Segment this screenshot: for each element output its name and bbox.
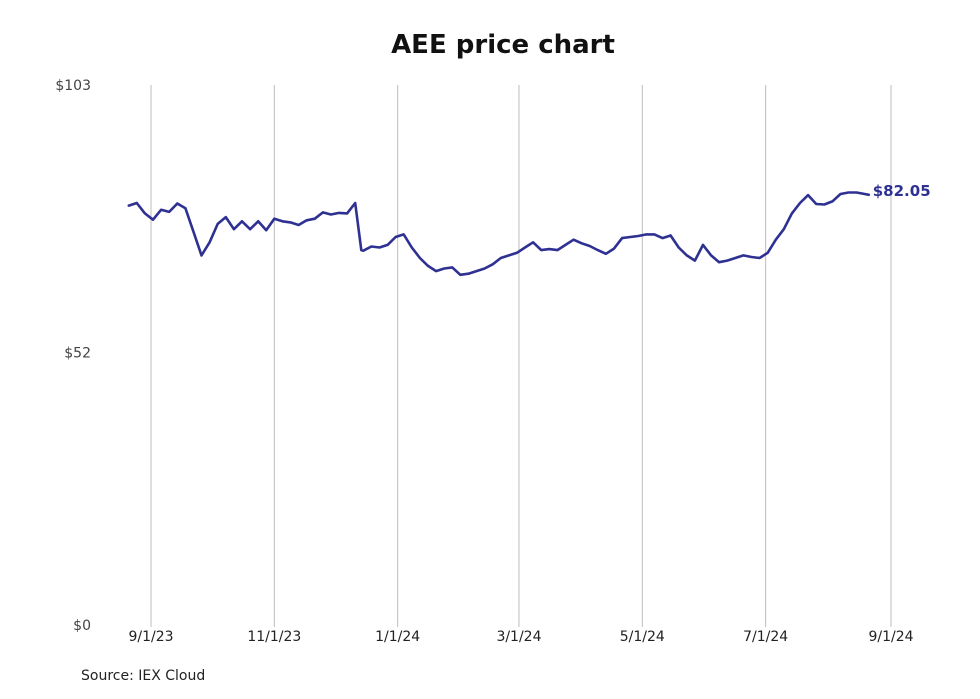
x-tick-label: 5/1/24 [620, 629, 665, 645]
y-tick-label: $0 [73, 618, 91, 634]
source-note: Source: IEX Cloud [81, 668, 206, 684]
chart-title: AEE price chart [391, 30, 615, 60]
y-tick-label: $103 [55, 78, 91, 94]
gridlines [150, 85, 892, 627]
x-axis: 9/1/23 11/1/23 1/1/24 3/1/24 5/1/24 7/1/24 9/1… [128, 629, 913, 645]
y-axis: $103 $52 $0 [55, 78, 91, 634]
x-tick-label: 9/1/23 [128, 629, 173, 645]
y-tick-label: $52 [64, 345, 91, 361]
last-value-label: $82.05 [873, 182, 931, 200]
x-tick-label: 11/1/23 [247, 629, 301, 645]
x-tick-label: 3/1/24 [496, 629, 541, 645]
x-tick-label: 7/1/24 [743, 629, 788, 645]
x-tick-label: 9/1/24 [868, 629, 913, 645]
x-tick-label: 1/1/24 [375, 629, 420, 645]
series-line [127, 191, 871, 277]
series-layer: $82.05 [127, 182, 931, 277]
